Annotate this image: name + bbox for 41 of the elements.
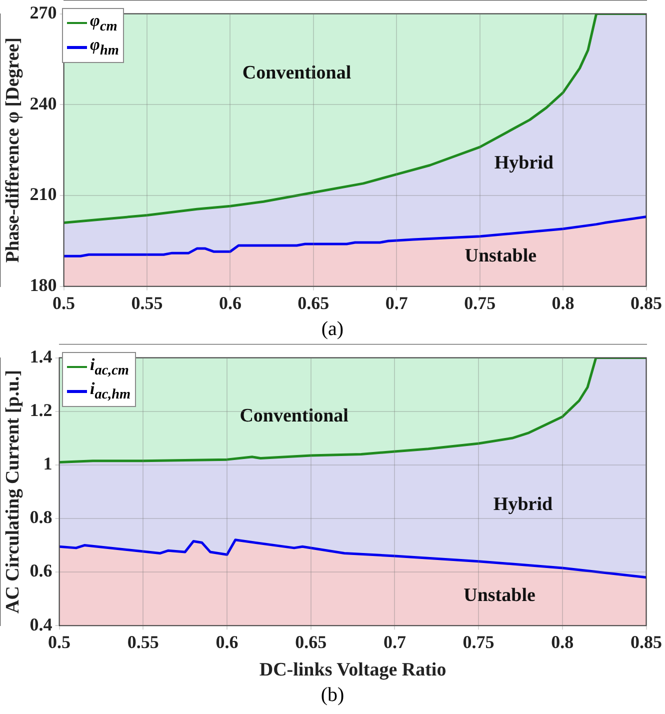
y-tick-label: 210 bbox=[30, 184, 57, 204]
y-tick-label: 1.4 bbox=[30, 346, 52, 366]
x-tick-label: 0.65 bbox=[298, 292, 330, 313]
x-tick-label: 0.75 bbox=[462, 632, 494, 652]
y-tick-label: 0.8 bbox=[30, 507, 52, 528]
text: (a) bbox=[320, 318, 345, 342]
annotation: Unstable bbox=[464, 585, 536, 606]
x-tick-label: 0.7 bbox=[385, 292, 408, 313]
x-tick-label: 0.85 bbox=[630, 632, 662, 652]
annotation: Hybrid bbox=[493, 494, 553, 515]
legend-label: φ$_{hm}$ bbox=[90, 35, 119, 60]
annotation: Conventional bbox=[242, 62, 352, 84]
x-tick-label: 0.8 bbox=[552, 292, 574, 313]
y-tick-label: 1.2 bbox=[30, 400, 52, 420]
legend-label: i$_{ac,cm}$ bbox=[90, 355, 129, 380]
x-tick-label: 0.55 bbox=[127, 632, 159, 652]
x-tick-label: 0.55 bbox=[131, 292, 163, 313]
annotation: Unstable bbox=[464, 245, 537, 266]
annotation: Conventional bbox=[240, 406, 348, 427]
x-tick-label: 0.85 bbox=[630, 292, 662, 313]
y-tick-label: 0.6 bbox=[30, 560, 52, 581]
x-tick-label: 0.7 bbox=[383, 632, 406, 652]
legend-label: i$_{ac,hm}$ bbox=[90, 379, 131, 404]
x-tick-label: 0.8 bbox=[551, 632, 574, 652]
y-tick-label: 0.4 bbox=[30, 614, 52, 634]
x-tick-label: 0.65 bbox=[295, 632, 327, 652]
legend-label: φ$_{cm}$ bbox=[90, 11, 118, 36]
x-axis-title: DC-links Voltage Ratio bbox=[259, 660, 446, 681]
y-axis-title: Phase-difference φ [Degree] bbox=[2, 37, 24, 263]
y-axis-title: AC Circulating Current [p.u.] bbox=[2, 370, 24, 614]
y-tick-label: 180 bbox=[30, 275, 57, 296]
x-tick-label: 0.75 bbox=[464, 292, 496, 313]
x-tick-label: 0.6 bbox=[218, 292, 242, 313]
y-tick-label: 1 bbox=[43, 454, 52, 474]
text: (b) bbox=[320, 684, 346, 708]
x-tick-label: 0.5 bbox=[48, 632, 71, 652]
annotation: Hybrid bbox=[494, 152, 554, 174]
x-tick-label: 0.6 bbox=[216, 632, 238, 652]
x-tick-label: 0.5 bbox=[52, 292, 76, 313]
y-tick-label: 270 bbox=[30, 2, 57, 22]
y-tick-label: 240 bbox=[30, 93, 57, 114]
